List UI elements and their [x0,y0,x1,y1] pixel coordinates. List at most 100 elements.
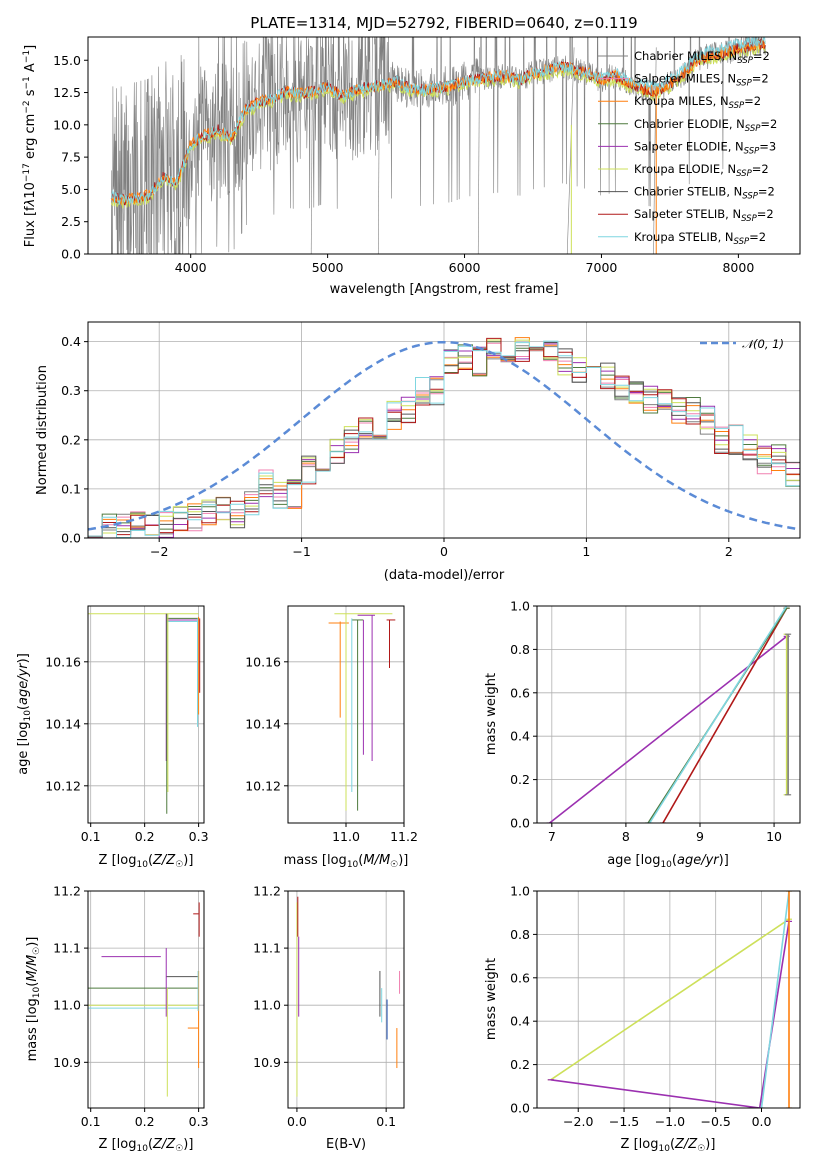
x-tick-label: 7000 [586,260,618,275]
x-tick-label: −2.0 [563,1114,593,1129]
age-vs-Z-xlabel: Z [log10(Z/Z☉)] [99,853,194,870]
legend-label: Salpeter STELIB, NSSP=2 [634,207,774,224]
mass-vs-Z-panel: 0.1 0.2 0.3 10.9 11.0 11.1 11.2 Z [log10(Z/Z☉)… [25,884,209,1155]
massweight-vs-age-panel: 7 8 9 10 0.0 0.2 0.4 0.6 0.8 1.0 age [log10(age/y… [484,599,801,870]
residual-ylabel: Normed distribution [35,365,50,495]
residual-panel: −2 −1 0 1 2 0.0 0.1 0.2 0.3 0.4 (data-model)/erro… [35,321,801,583]
x-tick-label: 0.3 [189,1114,209,1129]
mass-weight-line [760,891,790,1108]
y-tick-label: 0.0 [61,531,81,546]
y-tick-label: 0.2 [510,772,530,787]
x-tick-label: 0.1 [81,1114,101,1129]
x-tick-label: 10 [766,829,782,844]
x-tick-label: −1.5 [609,1114,639,1129]
age-vs-mass-xlabel: mass [log10(M/M☉)] [284,853,409,870]
y-tick-label: 10.14 [45,716,81,731]
x-tick-label: 0.1 [81,829,101,844]
y-tick-label: 10.16 [45,654,81,669]
x-tick-label: 11.2 [390,829,418,844]
y-tick-label: 0.8 [510,927,530,942]
x-tick-label: 11.0 [332,829,360,844]
age-vs-Z-ylabel: age [log10(age/yr)] [16,653,33,775]
y-tick-label: 0.2 [510,1057,530,1072]
x-tick-label: 0.0 [287,1114,307,1129]
y-tick-label: 11.0 [253,998,281,1013]
legend-label: Chabrier STELIB, NSSP=2 [634,185,775,202]
y-tick-label: 11.1 [253,941,281,956]
spectrum-legend: Chabrier MILES, NSSP=2 Salpeter MILES, NS… [598,49,777,247]
legend-label: Chabrier ELODIE, NSSP=2 [634,117,777,134]
y-tick-label: 15.0 [53,53,81,68]
massweight-vs-Z-panel: −2.0 −1.5 −1.0 −0.5 0.0 0.0 0.2 0.4 0.6 0.8 1.0 Z … [484,884,801,1154]
observed-spectrum-line [111,37,766,254]
spectrum-title: PLATE=1314, MJD=52792, FIBERID=0640, z=0… [250,14,637,32]
legend-label: Salpeter ELODIE, NSSP=3 [634,139,776,156]
y-tick-label: 11.1 [53,941,81,956]
y-tick-label: 0.6 [510,685,530,700]
x-tick-label: −0.5 [701,1114,731,1129]
y-tick-label: 1.0 [510,884,530,899]
y-tick-label: 0.4 [61,334,81,349]
mass-vs-Z-xlabel: Z [log10(Z/Z☉)] [99,1137,194,1154]
y-tick-label: 12.5 [53,85,81,100]
mass-weight-line [758,921,790,1108]
massweight-vs-age-ylabel: mass weight [484,673,499,755]
y-tick-label: 10.0 [53,117,81,132]
x-tick-label: 7 [548,829,556,844]
y-tick-label: 5.0 [61,182,81,197]
legend-label: Chabrier MILES, NSSP=2 [634,49,770,66]
mass-weight-line [550,1078,760,1108]
x-tick-label: 0.0 [752,1114,772,1129]
y-tick-label: 0.4 [510,729,530,744]
y-tick-label: 11.2 [253,884,281,899]
y-tick-label: 0.1 [61,481,81,496]
y-tick-label: 0.2 [61,432,81,447]
age-vs-Z-panel: 0.1 0.2 0.3 10.12 10.14 10.16 Z [log10(Z/Z☉)]… [16,605,209,870]
age-vs-Z-frame [87,605,205,824]
massweight-vs-age-frame [536,605,801,824]
x-tick-label: 8000 [722,260,754,275]
residual-xlabel: (data-model)/error [384,568,505,583]
mass-vs-Z-frame [87,890,205,1109]
y-tick-label: 0.8 [510,642,530,657]
y-tick-label: 10.14 [245,716,281,731]
residual-histogram-step [88,340,800,538]
y-tick-label: 0.6 [510,970,530,985]
massweight-vs-Z-frame [536,890,801,1109]
x-tick-label: 8 [622,829,630,844]
mass-weight-line [550,918,790,1081]
spectrum-spike [653,47,657,254]
legend-label: Salpeter MILES, NSSP=2 [634,72,769,89]
massweight-vs-Z-xlabel: Z [log10(Z/Z☉)] [621,1137,716,1154]
y-tick-label: 10.12 [245,778,281,793]
x-tick-label: 5000 [312,260,344,275]
y-tick-label: 2.5 [61,214,81,229]
y-tick-label: 11.2 [53,884,81,899]
y-tick-label: 0.4 [510,1014,530,1029]
mass-vs-ebv-xlabel: E(B-V) [326,1137,366,1152]
y-tick-label: 7.5 [61,150,81,165]
residual-histogram-step [88,345,800,538]
y-tick-label: 10.12 [45,778,81,793]
mass-vs-ebv-frame [287,890,405,1109]
residual-legend: 𝒩(0, 1) [700,337,784,351]
normal-curve [88,340,800,531]
x-tick-label: −2 [150,544,168,559]
normal-legend-label: 𝒩(0, 1) [742,337,784,351]
x-tick-label: 0.2 [135,1114,155,1129]
y-tick-label: 10.9 [53,1055,81,1070]
x-tick-label: 0 [440,544,448,559]
x-tick-label: 0.1 [376,1114,396,1129]
spectrum-spike [310,47,313,254]
x-tick-label: 0.2 [135,829,155,844]
y-tick-label: 0.0 [510,816,530,831]
massweight-vs-Z-ylabel: mass weight [484,958,499,1040]
x-tick-label: 9 [696,829,704,844]
y-tick-label: 1.0 [510,599,530,614]
x-tick-label: 4000 [175,260,207,275]
spectrum-spike [566,47,575,254]
mass-vs-ebv-panel: 0.0 0.1 10.9 11.0 11.1 11.2 E(B-V) [253,884,405,1152]
spectrum-ylabel: Flux [fλ10−17 erg cm−2 s−1 A−1] [22,45,38,247]
x-tick-label: 6000 [449,260,481,275]
